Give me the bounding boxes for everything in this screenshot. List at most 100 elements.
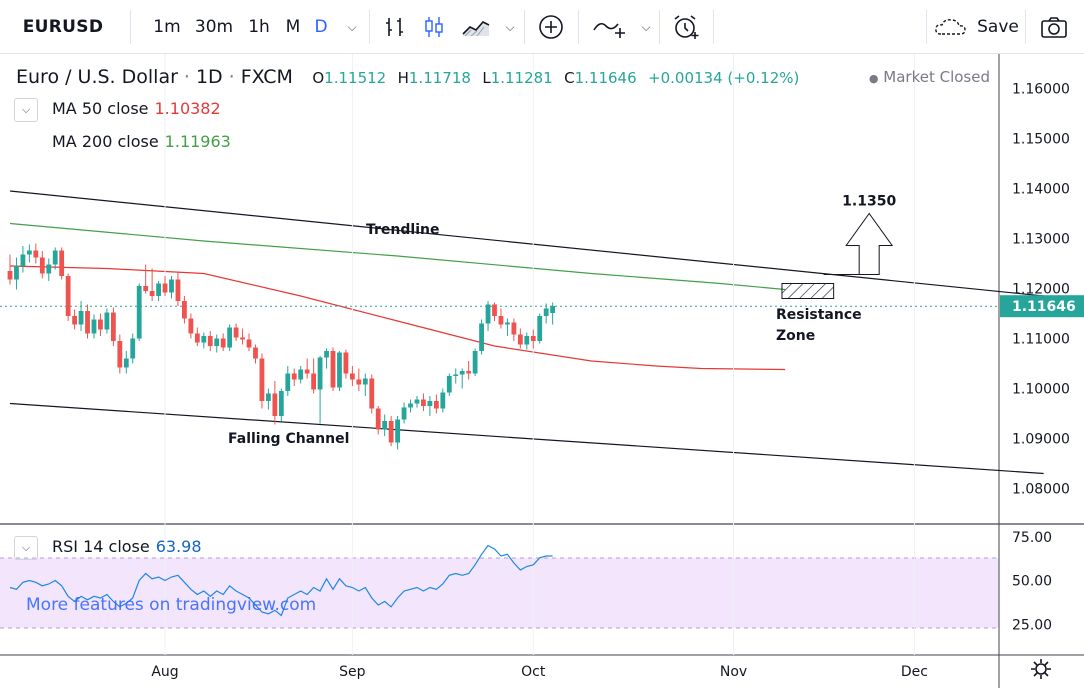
candle-body — [46, 264, 52, 274]
candle-body — [14, 266, 19, 280]
candle-body — [382, 421, 388, 430]
chart-type-dropdown-chevron-icon[interactable]: ⌵ — [505, 19, 515, 34]
candle-body — [343, 352, 349, 374]
candle-body — [91, 319, 97, 334]
time-axis-tick: Sep — [339, 664, 366, 680]
indicators-plus-icon[interactable] — [534, 0, 568, 54]
collapse-legend-chevron-icon[interactable]: ⌵ — [14, 98, 38, 122]
candle-body — [388, 421, 394, 443]
trendline-label: Trendline — [366, 222, 439, 238]
candle-body — [162, 283, 168, 293]
candle-body — [39, 257, 45, 274]
candle-body — [33, 250, 39, 258]
candle-body — [72, 316, 77, 325]
candle-body — [466, 371, 472, 374]
candle-body — [117, 341, 123, 368]
candle-body — [498, 316, 504, 325]
time-axis-tick: Nov — [720, 664, 747, 680]
interval-dropdown-chevron-icon[interactable]: ⌵ — [347, 19, 357, 34]
candle-body — [156, 283, 161, 296]
candle-body — [485, 304, 491, 324]
falling-channel-line[interactable] — [9, 402, 1044, 475]
candle-body — [492, 304, 497, 316]
candle-body — [414, 399, 420, 404]
price-axis-tick: 1.16000 — [1012, 82, 1070, 98]
legend-dot: · — [183, 66, 190, 88]
cloud-icon — [935, 19, 966, 35]
market-status: ● Market Closed — [868, 68, 990, 86]
candle-body — [375, 408, 381, 430]
high-value: 1.11718 — [408, 69, 471, 87]
candle-body — [511, 322, 517, 335]
candle-body — [311, 373, 317, 390]
price-axis-tick: 1.14000 — [1012, 182, 1070, 198]
toolbar-divider — [130, 10, 131, 44]
candle-body — [110, 312, 116, 341]
toolbar-divider — [713, 10, 714, 44]
candle-body — [550, 306, 556, 313]
bar-chart-type-icon[interactable] — [378, 0, 412, 54]
candle-body — [298, 369, 304, 380]
interval-30m-button[interactable]: 30m — [194, 17, 234, 37]
low-value: 1.11281 — [490, 69, 553, 87]
time-axis-tick: Oct — [521, 664, 546, 680]
rsi-value: 63.98 — [155, 537, 202, 556]
interval-month-button[interactable]: M — [285, 17, 301, 37]
resistance-zone-box[interactable] — [781, 283, 835, 299]
area-chart-type-icon[interactable] — [456, 0, 496, 54]
candle-body — [65, 276, 71, 316]
candle-body — [207, 336, 213, 346]
toolbar-divider — [1025, 10, 1026, 44]
candle-body — [85, 311, 90, 334]
compare-symbol-icon[interactable] — [586, 0, 636, 54]
collapse-rsi-legend-chevron-icon[interactable]: ⌵ — [14, 536, 38, 560]
ma200-value: 1.11963 — [164, 132, 231, 151]
candles-chart-type-icon[interactable] — [417, 0, 451, 54]
settings-gear-icon[interactable] — [1031, 659, 1051, 679]
candle-body — [253, 347, 258, 359]
interval-1m-button[interactable]: 1m — [153, 17, 181, 37]
candle-body — [433, 401, 439, 409]
candle-body — [304, 369, 310, 374]
legend-exchange: FXCM — [240, 66, 293, 88]
legend-dot: · — [228, 66, 235, 88]
low-label: L — [482, 69, 491, 87]
candle-body — [59, 250, 65, 276]
candle-body — [246, 339, 252, 348]
alarm-clock-alert-icon[interactable] — [666, 0, 706, 54]
candle-body — [479, 323, 484, 351]
ma50-label: MA 50 close — [52, 99, 149, 118]
price-axis-tick: 1.12000 — [1012, 282, 1070, 298]
candle-body — [136, 286, 142, 339]
candle-body — [194, 333, 200, 343]
price-axis-tick: 1.15000 — [1012, 132, 1070, 148]
price-axis-tick: 1.11000 — [1012, 332, 1070, 348]
candle-body — [278, 391, 284, 416]
rsi-line — [9, 544, 553, 617]
rsi-axis-tick: 25.00 — [1012, 617, 1052, 633]
interval-1h-button[interactable]: 1h — [248, 17, 270, 37]
interval-day-button[interactable]: D — [314, 17, 328, 37]
candle-body — [227, 327, 233, 348]
candle-body — [52, 250, 58, 265]
trendline[interactable] — [9, 190, 1044, 297]
tradingview-watermark-link[interactable]: More features on tradingview.com — [26, 595, 317, 615]
symbol-search-button[interactable]: EURUSD — [22, 17, 104, 37]
time-axis-tick: Dec — [901, 664, 928, 680]
candle-body — [324, 351, 329, 358]
candle-body — [317, 357, 323, 390]
compare-dropdown-chevron-icon[interactable]: ⌵ — [641, 19, 651, 34]
candle-body — [285, 373, 291, 391]
last-price-tag-label: 1.11646 — [1012, 299, 1076, 315]
candle-body — [356, 379, 362, 385]
camera-screenshot-icon[interactable] — [1034, 0, 1074, 54]
candle-body — [517, 334, 523, 345]
candle-body — [182, 301, 187, 319]
candle-body — [149, 291, 155, 296]
candle-body — [201, 336, 207, 343]
save-button[interactable]: Save — [933, 0, 1019, 54]
symbol-name: Euro / U.S. Dollar — [16, 66, 178, 88]
candle-body — [175, 279, 181, 301]
target-arrow[interactable] — [823, 212, 894, 275]
